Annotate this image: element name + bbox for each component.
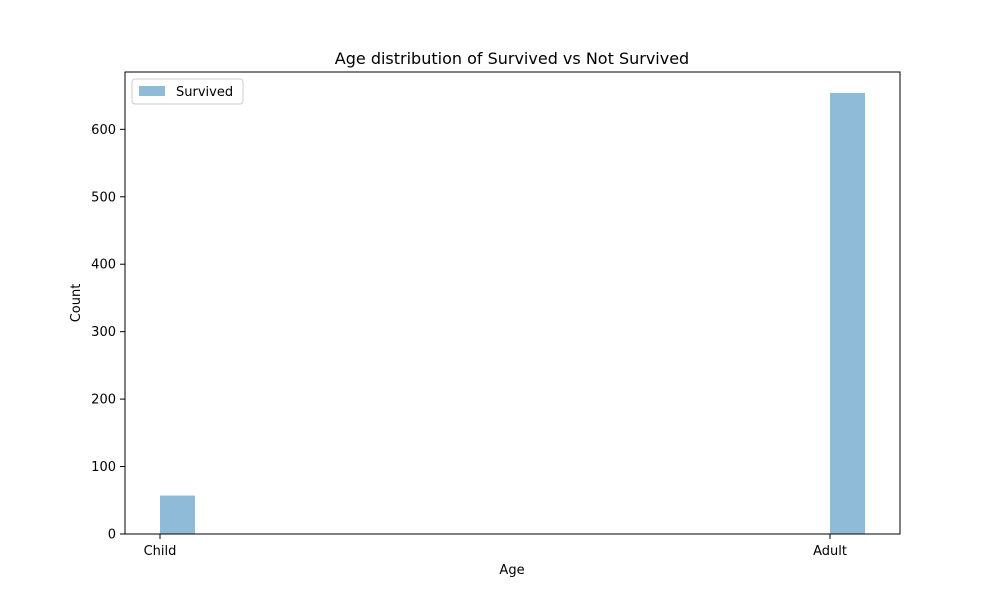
legend: Survived (131, 78, 244, 105)
legend-label: Survived (176, 85, 233, 100)
y-tick-label: 100 (91, 460, 116, 475)
y-tick-label: 500 (91, 190, 116, 205)
legend-box (131, 78, 244, 105)
bars (160, 92, 865, 535)
chart-title: Age distribution of Survived vs Not Surv… (335, 49, 689, 68)
x-axis: Child Adult (144, 534, 847, 559)
y-tick-label: 200 (91, 393, 116, 408)
y-tick-label: 300 (91, 325, 116, 340)
y-axis: 0 100 200 300 400 500 600 (91, 123, 125, 543)
y-tick-label: 600 (91, 123, 116, 138)
plot-frame (124, 71, 901, 535)
legend-swatch (139, 86, 165, 96)
bar-adult (830, 92, 865, 535)
bar-child (160, 495, 195, 534)
y-tick-label: 0 (108, 528, 116, 543)
y-axis-label: Count (69, 284, 84, 323)
y-tick-label: 400 (91, 258, 116, 273)
x-tick-label-child: Child (144, 544, 177, 559)
x-tick-label-adult: Adult (813, 544, 847, 559)
x-axis-label: Age (499, 563, 524, 578)
